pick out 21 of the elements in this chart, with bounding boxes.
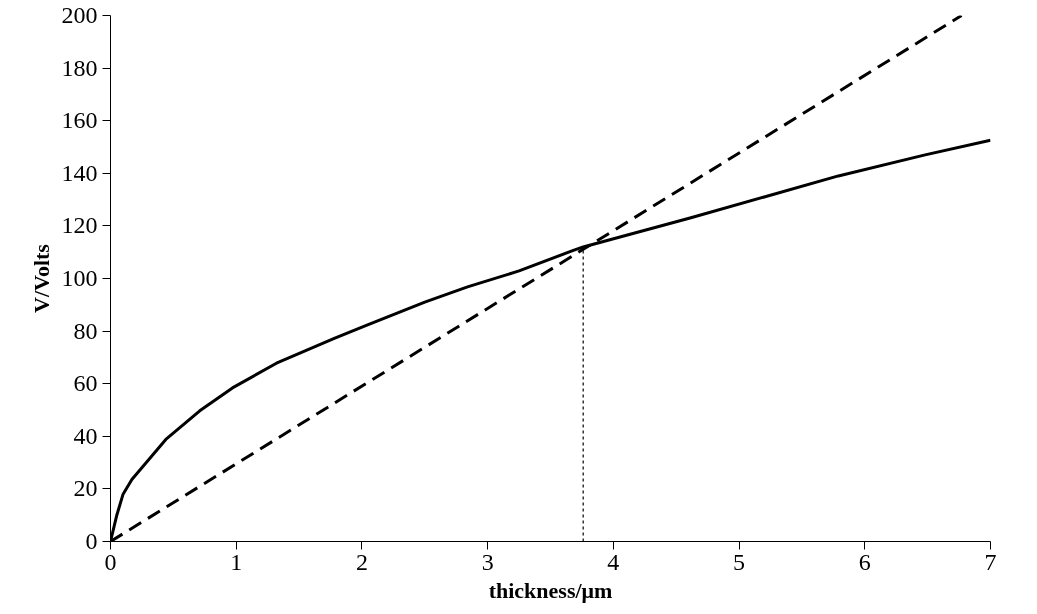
x-tick-label: 7 — [984, 548, 997, 575]
x-tick-label: 5 — [733, 548, 746, 575]
y-tick-label: 60 — [73, 370, 98, 397]
y-tick-label: 160 — [61, 107, 98, 134]
y-tick-label: 120 — [61, 212, 98, 239]
x-tick-label: 3 — [481, 548, 494, 575]
y-tick-label: 40 — [73, 422, 98, 449]
x-tick-label: 1 — [230, 548, 243, 575]
x-tick-label: 6 — [858, 548, 871, 575]
y-tick-label: 140 — [61, 159, 98, 186]
y-tick-label: 20 — [73, 475, 98, 502]
x-tick-label: 0 — [104, 548, 117, 575]
y-axis-title: V/Volts — [28, 243, 54, 313]
y-tick-label: 0 — [85, 528, 98, 554]
x-tick-label: 4 — [607, 548, 620, 575]
y-tick-label: 200 — [61, 2, 98, 28]
x-axis-title: thickness/μm — [488, 577, 613, 603]
y-tick-label: 80 — [73, 317, 98, 344]
x-tick-label: 2 — [355, 548, 368, 575]
y-tick-label: 100 — [61, 265, 98, 291]
y-tick-label: 180 — [61, 54, 98, 81]
